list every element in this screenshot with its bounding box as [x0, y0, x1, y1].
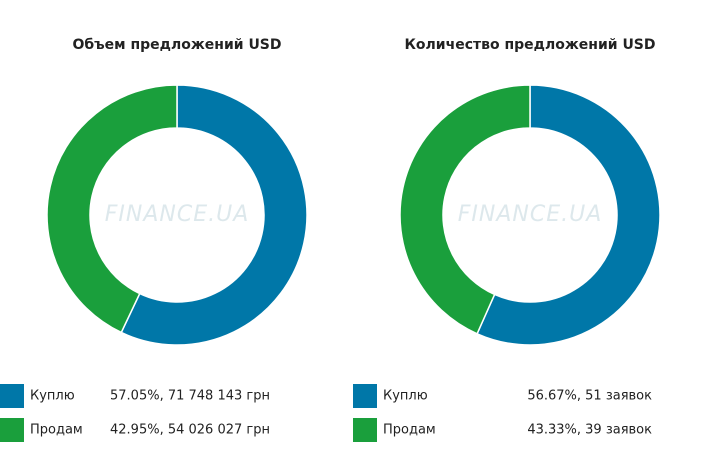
value-label: 43.33%, 39 заявок	[527, 423, 652, 438]
watermark: FINANCE.UA	[105, 202, 250, 227]
value-label: 56.67%, 51 заявок	[527, 389, 652, 404]
legend-swatch	[353, 384, 377, 408]
legend-swatch	[0, 384, 24, 408]
legend-label: Куплю	[30, 389, 75, 404]
value-label: 42.95%, 54 026 027 грн	[110, 423, 270, 438]
chart-title: Объем предложений USD	[72, 37, 281, 53]
legend-label: Продам	[30, 423, 83, 438]
legend-label: Продам	[383, 423, 436, 438]
watermark: FINANCE.UA	[458, 202, 603, 227]
legend-swatch	[0, 418, 24, 442]
donut-segment	[120, 84, 308, 346]
donut-segment	[476, 84, 661, 346]
legend-swatch	[353, 418, 377, 442]
donut-segment	[399, 84, 531, 335]
donut-segment	[46, 84, 178, 334]
chart-title: Количество предложений USD	[404, 37, 655, 53]
value-label: 57.05%, 71 748 143 грн	[110, 389, 270, 404]
legend-label: Куплю	[383, 389, 428, 404]
